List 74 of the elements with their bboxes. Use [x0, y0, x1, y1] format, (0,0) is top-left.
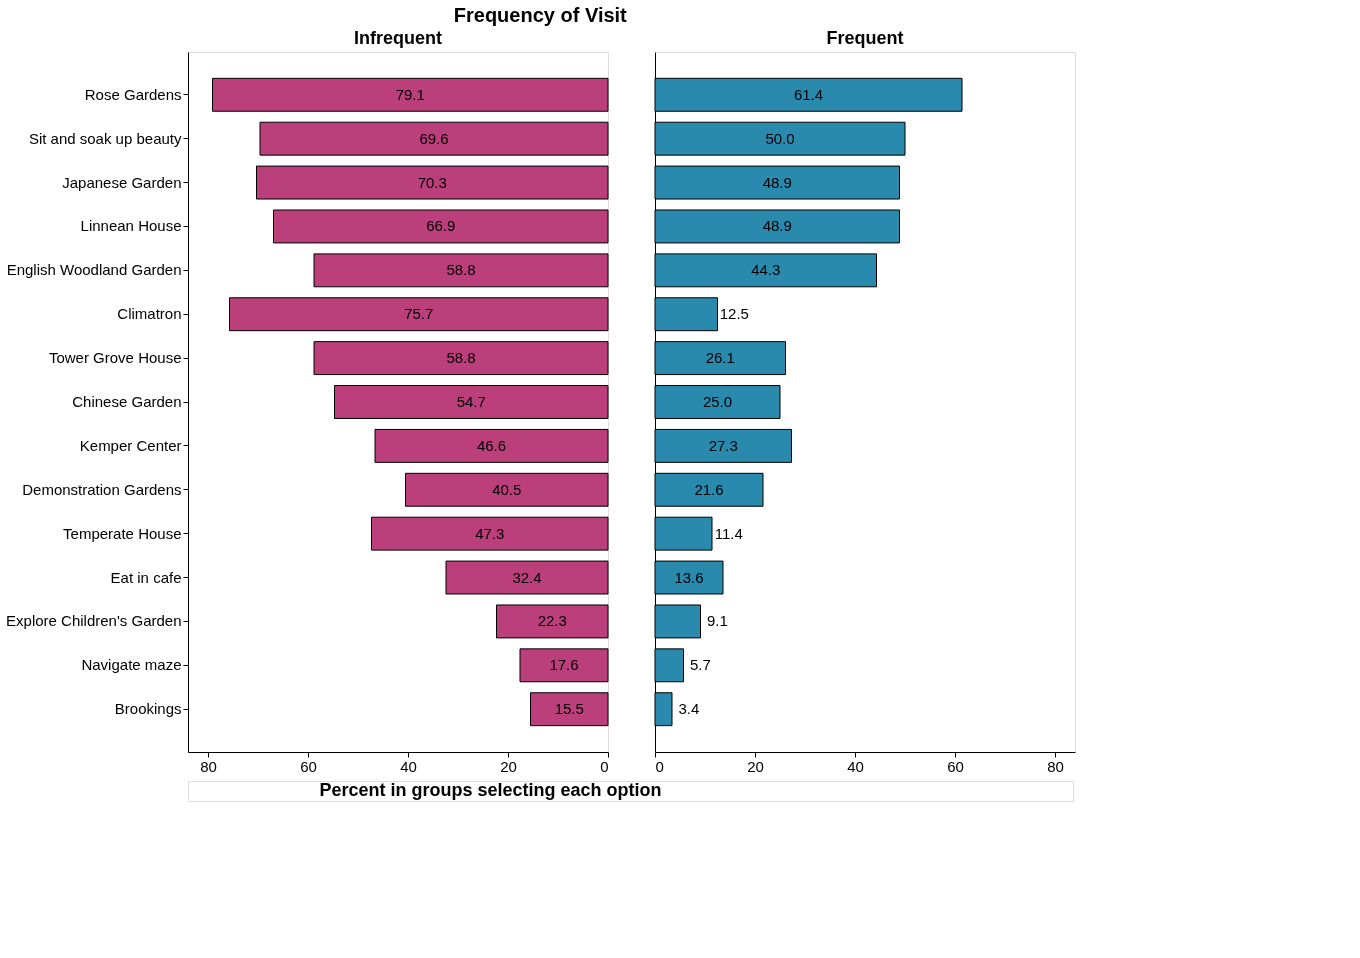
bar — [259, 121, 609, 156]
bar — [229, 297, 609, 332]
bar — [313, 253, 609, 288]
y-tick-label: Japanese Garden — [62, 173, 182, 191]
data-label: 69.6 — [419, 129, 449, 147]
bar — [519, 648, 609, 683]
chart-title: Frequency of Visit — [453, 3, 628, 26]
bar — [371, 516, 609, 551]
y-tick-label: Demonstration Gardens — [22, 480, 182, 498]
x-tick-label: 0 — [600, 757, 609, 775]
x-tick-label: 80 — [1047, 757, 1064, 775]
data-label: 3.4 — [678, 700, 700, 718]
data-label: 58.8 — [446, 349, 476, 367]
x-tick-label: 0 — [655, 757, 664, 775]
y-tick-label: Navigate maze — [81, 656, 182, 674]
x-axis-title: Percent in groups selecting each option — [319, 780, 662, 800]
y-tick-label: English Woodland Garden — [6, 261, 182, 279]
bar — [374, 428, 609, 463]
bar — [273, 209, 609, 244]
x-tick-label: 80 — [200, 757, 217, 775]
y-tick-label: Explore Children's Garden — [6, 612, 182, 630]
data-label: 22.3 — [537, 612, 567, 630]
x-tick-label: 20 — [500, 757, 517, 775]
data-label: 66.9 — [426, 217, 456, 235]
bar — [405, 472, 609, 507]
data-label: 61.4 — [793, 85, 824, 103]
bar — [445, 560, 609, 595]
y-tick-label: Chinese Garden — [72, 393, 182, 410]
x-tick-label: 60 — [947, 757, 964, 775]
y-tick-label: Rose Gardens — [84, 85, 182, 103]
bar — [530, 692, 609, 727]
data-label: 47.3 — [475, 524, 505, 542]
y-tick-label: Temperate House — [63, 524, 182, 542]
y-tick-label: Kemper Center — [79, 436, 182, 454]
y-tick-label: Linnean House — [80, 217, 182, 235]
data-label: 75.7 — [404, 305, 434, 323]
data-label: 9.1 — [706, 612, 728, 630]
chart-subtitle: Infrequent — [354, 28, 442, 48]
bar — [256, 165, 609, 200]
x-tick-label: 20 — [747, 757, 764, 775]
data-label: 54.7 — [456, 393, 486, 410]
x-tick-label: 40 — [847, 757, 864, 775]
data-label: 27.3 — [708, 436, 738, 454]
data-label: 70.3 — [417, 173, 447, 191]
data-label: 5.7 — [689, 656, 711, 674]
bar — [334, 385, 609, 419]
data-label: 17.6 — [549, 656, 579, 674]
y-tick-label: Brookings — [114, 700, 182, 718]
data-label: 21.6 — [694, 480, 724, 498]
data-label: 46.6 — [476, 436, 507, 454]
bar — [496, 604, 609, 639]
data-label: 15.5 — [554, 700, 584, 718]
x-tick-label: 40 — [400, 757, 417, 775]
data-label: 48.9 — [762, 217, 792, 235]
data-label: 48.9 — [762, 173, 792, 191]
data-label: 44.3 — [751, 261, 781, 279]
chart-subtitle: Frequent — [826, 28, 904, 48]
x-tick-label: 60 — [300, 757, 317, 775]
data-label: 32.4 — [512, 568, 542, 586]
y-tick-label: Climatron — [117, 305, 182, 323]
data-label: 11.4 — [714, 524, 743, 542]
y-tick-label: Sit and soak up beauty — [28, 129, 182, 147]
data-label: 40.5 — [492, 480, 522, 498]
data-label: 26.1 — [705, 349, 735, 367]
data-label: 50.0 — [765, 129, 795, 147]
data-label: 25.0 — [702, 393, 733, 410]
y-tick-label: Eat in cafe — [110, 568, 182, 586]
data-label: 13.6 — [674, 568, 704, 586]
data-label: 58.8 — [446, 261, 476, 279]
data-label: 12.5 — [719, 305, 749, 323]
data-label: 79.1 — [395, 85, 425, 103]
bar — [212, 77, 609, 112]
bar — [313, 341, 609, 376]
y-tick-label: Tower Grove House — [48, 349, 182, 367]
